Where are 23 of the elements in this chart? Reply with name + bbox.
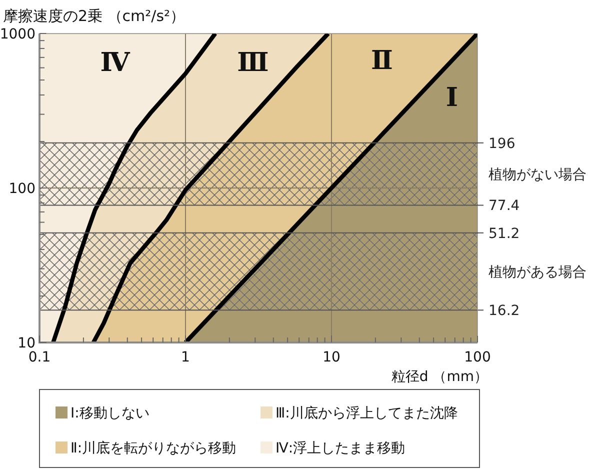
legend-label: Ⅱ:川底を転がりながら移動 — [70, 440, 236, 456]
ref-line-label: 77.4 — [488, 198, 520, 214]
x-tick-label: 100 — [464, 350, 491, 366]
y-tick-label: 100 — [8, 181, 36, 197]
x-tick-label: 1 — [181, 350, 190, 366]
x-axis-title: 粒径d （mm） — [391, 369, 488, 385]
y-tick-label: 1000 — [0, 26, 36, 42]
legend-label: Ⅳ:浮上したまま移動 — [276, 440, 406, 456]
legend-label: Ⅲ:川底から浮上してまた沈降 — [276, 406, 458, 422]
band-label: 植物がある場合 — [488, 264, 586, 281]
y-axis-title: 摩擦速度の2乗 （cm²/s²） — [3, 7, 186, 25]
ref-line-label: 196 — [488, 136, 516, 152]
band-label: 植物がない場合 — [488, 167, 586, 184]
x-tick-label: 10 — [322, 350, 340, 366]
annotation: Ⅳ — [100, 48, 130, 78]
annotation: Ⅲ — [237, 48, 269, 78]
ref-line-label: 16.2 — [488, 303, 520, 320]
y-tick-label: 10 — [18, 336, 36, 352]
annotation: Ⅱ — [371, 46, 393, 76]
annotation: Ⅰ — [446, 83, 458, 113]
ref-line-label: 51.2 — [488, 226, 520, 242]
x-tick-label: 0.1 — [28, 350, 51, 366]
legend-label: Ⅰ:移動しない — [70, 406, 150, 422]
